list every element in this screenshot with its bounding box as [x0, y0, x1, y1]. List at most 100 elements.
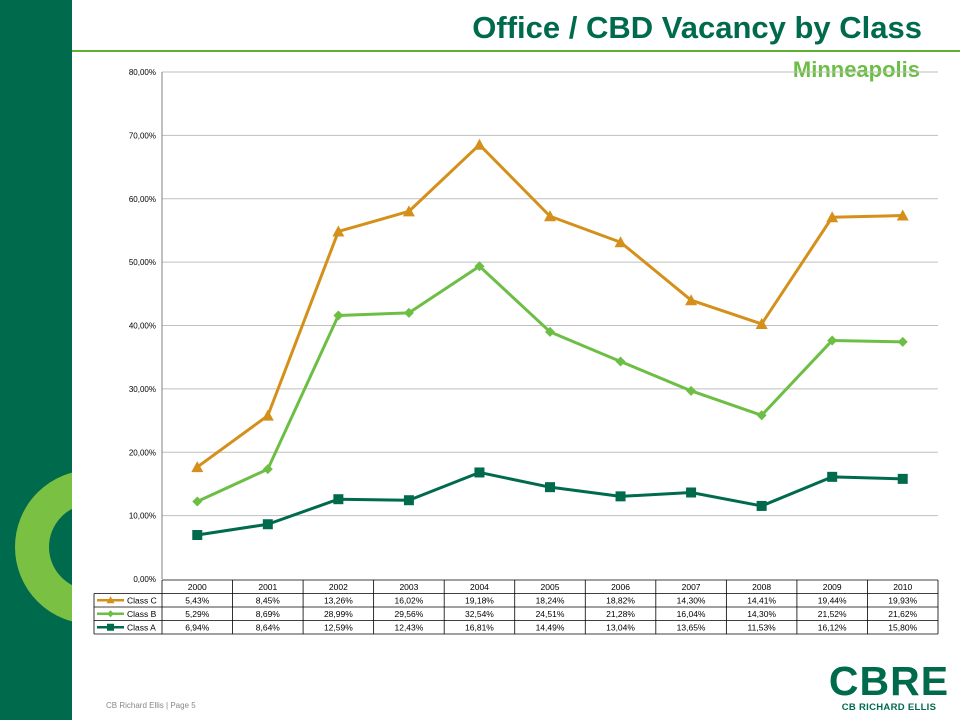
table-cell-value: 13,65%: [677, 623, 706, 633]
table-cell-value: 18,82%: [606, 596, 635, 606]
table-cell-value: 8,69%: [256, 609, 281, 619]
table-cell-value: 16,81%: [465, 623, 494, 633]
x-category-label: 2003: [399, 582, 418, 592]
legend-entry: Class B: [127, 609, 157, 619]
cbre-logo: CBRE CB RICHARD ELLIS: [826, 658, 952, 714]
table-cell-value: 24,51%: [536, 609, 565, 619]
legend-entry: Class A: [127, 623, 156, 633]
data-point-class-c: [191, 461, 204, 473]
table-cell-value: 16,04%: [677, 609, 706, 619]
data-point-class-b: [262, 464, 273, 475]
logo-subtitle: CB RICHARD ELLIS: [841, 702, 937, 713]
data-point-class-a: [262, 519, 273, 530]
y-tick-label: 40,00%: [129, 322, 156, 331]
x-category-label: 2001: [258, 582, 277, 592]
data-point-class-c: [685, 294, 698, 306]
data-point-class-b: [615, 356, 626, 367]
table-cell-value: 18,24%: [536, 596, 565, 606]
x-category-label: 2008: [752, 582, 771, 592]
data-point-class-c: [544, 210, 556, 222]
legend-key-marker: [107, 610, 114, 618]
data-point-class-a: [827, 471, 838, 482]
series-line-class-b: [196, 264, 903, 503]
data-point-class-a: [686, 487, 697, 498]
x-category-label: 2006: [611, 582, 630, 592]
table-cell-value: 12,43%: [394, 623, 423, 633]
table-cell-value: 12,59%: [324, 623, 353, 633]
y-tick-label: 80,00%: [129, 68, 156, 77]
data-point-class-a: [545, 482, 555, 493]
table-cell-value: 21,52%: [818, 609, 847, 619]
y-tick-label: 50,00%: [129, 258, 156, 267]
data-point-class-b: [827, 335, 838, 346]
table-cell-value: 14,49%: [536, 623, 565, 633]
table-cell-value: 13,04%: [606, 623, 635, 633]
x-category-label: 2007: [682, 582, 701, 592]
series-line-class-c: [196, 143, 903, 469]
data-point-class-a: [897, 473, 908, 484]
legend-entry: Class C: [127, 596, 157, 606]
table-cell-value: 5,43%: [185, 596, 210, 606]
table-cell-value: 16,02%: [394, 596, 423, 606]
data-point-class-c: [473, 138, 486, 150]
table-cell-value: 19,18%: [465, 596, 494, 606]
data-point-class-b: [897, 336, 908, 347]
table-cell-value: 6,94%: [185, 623, 210, 633]
data-point-class-b: [545, 326, 555, 337]
table-cell-value: 14,41%: [747, 596, 776, 606]
x-category-label: 2010: [893, 582, 912, 592]
table-cell-value: 14,30%: [677, 596, 706, 606]
data-point-class-a: [615, 491, 626, 502]
x-category-label: 2002: [329, 582, 348, 592]
page-subtitle: Minneapolis: [792, 57, 920, 82]
data-point-class-a: [474, 467, 485, 478]
data-point-class-b: [686, 385, 697, 396]
logo-wordmark: CBRE: [828, 658, 950, 704]
footer: CB Richard Ellis | Page 5: [106, 701, 196, 710]
table-cell-value: 15,80%: [888, 623, 917, 633]
x-category-label: 2009: [823, 582, 842, 592]
table-cell-value: 13,26%: [324, 596, 353, 606]
data-point-class-a: [192, 530, 203, 541]
table-cell-value: 29,56%: [394, 609, 423, 619]
table-cell-value: 16,12%: [818, 623, 847, 633]
y-tick-label: 10,00%: [129, 512, 156, 521]
header-rule: [72, 50, 960, 52]
y-tick-label: 70,00%: [129, 131, 156, 140]
sidebar-band: [0, 0, 72, 720]
table-cell-value: 21,62%: [888, 609, 917, 619]
legend-key-marker: [107, 623, 114, 631]
data-point-class-b: [333, 310, 344, 321]
y-tick-label: 60,00%: [129, 195, 156, 204]
data-point-class-c: [332, 225, 345, 237]
data-point-class-c: [614, 236, 627, 248]
page-title: Office / CBD Vacancy by Class: [472, 10, 922, 45]
data-point-class-b: [474, 261, 485, 272]
y-tick-label: 0,00%: [133, 575, 156, 584]
ring-decoration-icon: [15, 472, 72, 622]
table-cell-value: 5,29%: [185, 609, 210, 619]
data-point-class-b: [756, 410, 767, 421]
data-point-class-a: [756, 500, 767, 511]
data-point-class-c: [826, 211, 839, 223]
table-cell-value: 19,93%: [888, 596, 917, 606]
data-point-class-a: [333, 494, 344, 505]
x-category-label: 2000: [188, 582, 207, 592]
data-point-class-c: [755, 317, 768, 329]
x-category-label: 2004: [470, 582, 489, 592]
table-cell-value: 32,54%: [465, 609, 494, 619]
footer-page: Page 5: [170, 701, 196, 710]
table-cell-value: 19,44%: [818, 596, 847, 606]
data-point-class-c: [896, 209, 909, 221]
data-point-class-a: [403, 495, 414, 506]
x-category-label: 2005: [541, 582, 560, 592]
data-point-class-b: [192, 496, 203, 507]
table-cell-value: 8,45%: [256, 596, 281, 606]
footer-company: CB Richard Ellis: [106, 701, 164, 710]
y-tick-label: 20,00%: [129, 448, 156, 457]
table-cell-value: 14,30%: [747, 609, 776, 619]
y-tick-label: 30,00%: [129, 385, 156, 394]
table-cell-value: 8,64%: [256, 623, 281, 633]
data-point-class-c: [402, 205, 415, 217]
